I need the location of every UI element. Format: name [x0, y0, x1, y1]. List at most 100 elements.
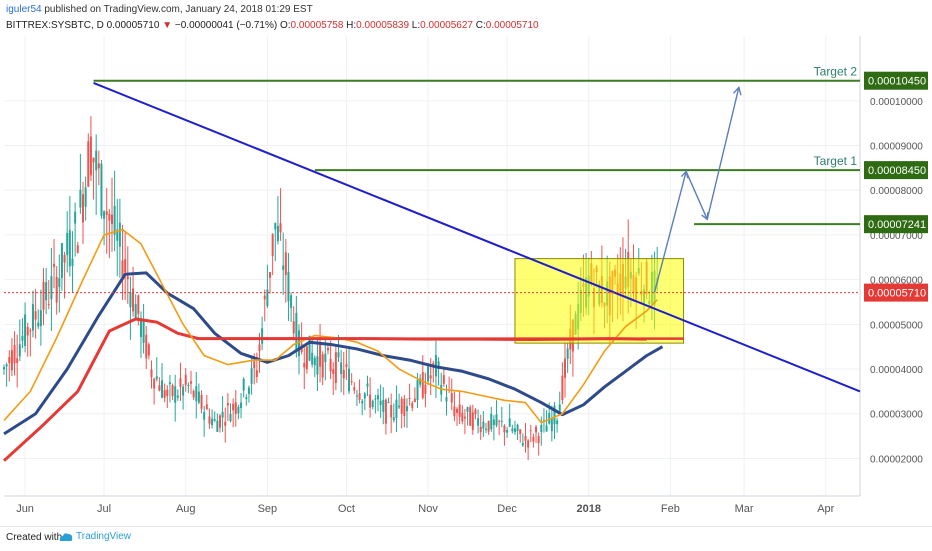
ma-fast-line	[3, 228, 658, 424]
candle-body	[47, 303, 50, 306]
candle-body	[382, 399, 385, 412]
symbol-label: BITTREX:SYSBTC, D	[6, 20, 104, 31]
candle-body	[274, 223, 277, 230]
x-tick-label: Jun	[16, 503, 34, 515]
candle-body	[42, 281, 45, 310]
candle-body	[113, 205, 116, 235]
target1-price-tag-bg	[864, 161, 928, 180]
x-tick-label: Nov	[418, 503, 438, 515]
chart-footer: Created with TradingView	[0, 526, 932, 551]
candle-body	[321, 354, 324, 378]
candle-body	[187, 384, 190, 386]
candle-body	[203, 412, 206, 420]
down-arrow-icon: ▼	[162, 20, 173, 31]
candle-body	[527, 440, 530, 448]
projection-path	[653, 87, 740, 293]
candle-body	[345, 364, 348, 367]
candle-body	[195, 386, 198, 401]
candle-body	[287, 271, 290, 302]
candle-body	[197, 391, 200, 403]
candle-body	[374, 398, 377, 400]
candle-body	[348, 368, 351, 392]
candle-body	[34, 311, 37, 320]
close-value: 0.00005710	[485, 20, 539, 31]
x-tick-label: Jul	[97, 503, 111, 515]
candle-body	[566, 348, 569, 359]
publish-info: iguler54 published on TradingView.com, J…	[6, 4, 313, 15]
price-change: −0.00000041 (−0.71%)	[174, 20, 278, 31]
candle-body	[479, 426, 482, 433]
candle-body	[377, 395, 380, 400]
x-tick-label: Mar	[735, 503, 754, 515]
candle-body	[55, 277, 58, 303]
candle-body	[442, 375, 445, 384]
candle-body	[398, 405, 401, 408]
candle-body	[89, 136, 92, 176]
x-tick-label: Feb	[661, 503, 680, 515]
candle-body	[147, 344, 150, 356]
low-label: L:	[411, 20, 421, 31]
high-label: H:	[346, 20, 357, 31]
candle-body	[284, 252, 287, 275]
target2-price-tag: 0.00010450	[868, 76, 926, 88]
x-tick-label: Oct	[338, 503, 355, 515]
candle-body	[263, 295, 266, 300]
candle-body	[150, 369, 153, 378]
candle-body	[358, 393, 361, 400]
candle-body	[416, 380, 419, 401]
candle-body	[87, 141, 90, 187]
candle-body	[240, 402, 243, 408]
candle-body	[424, 384, 427, 394]
candle-body	[332, 369, 335, 374]
candle-body	[13, 345, 16, 364]
candle-body	[103, 211, 106, 219]
candle-body	[276, 225, 279, 242]
candle-body	[39, 310, 42, 327]
y-tick-label: 0.00003000	[870, 410, 923, 421]
candle-body	[37, 322, 40, 327]
candle-body	[271, 234, 274, 257]
candle-body	[58, 278, 61, 288]
target1-label: Target 1	[814, 154, 858, 168]
close-label: C:	[475, 20, 486, 31]
candle-body	[461, 412, 464, 422]
candle-body	[171, 385, 174, 397]
candle-body	[250, 368, 253, 384]
candle-body	[84, 187, 87, 207]
y-tick-label: 0.00009000	[870, 142, 923, 153]
candle-body	[279, 223, 282, 233]
candle-body	[342, 369, 345, 379]
candle-body	[506, 429, 509, 433]
target1-price-tag: 0.00008450	[868, 165, 926, 177]
candle-body	[124, 259, 127, 273]
tradingview-brand-link[interactable]: TradingView	[76, 531, 132, 542]
candle-body	[487, 420, 490, 432]
candle-body	[519, 429, 522, 435]
candle-body	[498, 420, 501, 422]
candle-body	[105, 211, 108, 215]
candle-body	[355, 395, 358, 397]
candle-body	[74, 211, 77, 224]
candle-body	[242, 378, 245, 391]
y-tick-label: 0.00008000	[870, 186, 923, 197]
candle-body	[395, 399, 398, 418]
candle-body	[390, 404, 393, 418]
candle-body	[50, 276, 53, 300]
candle-body	[405, 406, 408, 412]
candle-body	[266, 289, 269, 306]
y-tick-label: 0.00002000	[870, 454, 923, 465]
projection-arrowhead	[732, 85, 742, 96]
chart-grid	[4, 36, 861, 497]
mid-price-tag: 0.00007241	[868, 219, 926, 231]
candle-body	[218, 415, 221, 428]
candle-body	[492, 419, 495, 426]
candle-body	[550, 417, 553, 432]
candle-body	[411, 403, 414, 408]
candle-body	[477, 418, 480, 426]
candle-body	[319, 344, 322, 367]
candle-body	[232, 403, 235, 411]
candle-body	[261, 328, 264, 344]
author-link[interactable]: iguler54	[6, 4, 42, 15]
candle-body	[161, 380, 164, 398]
